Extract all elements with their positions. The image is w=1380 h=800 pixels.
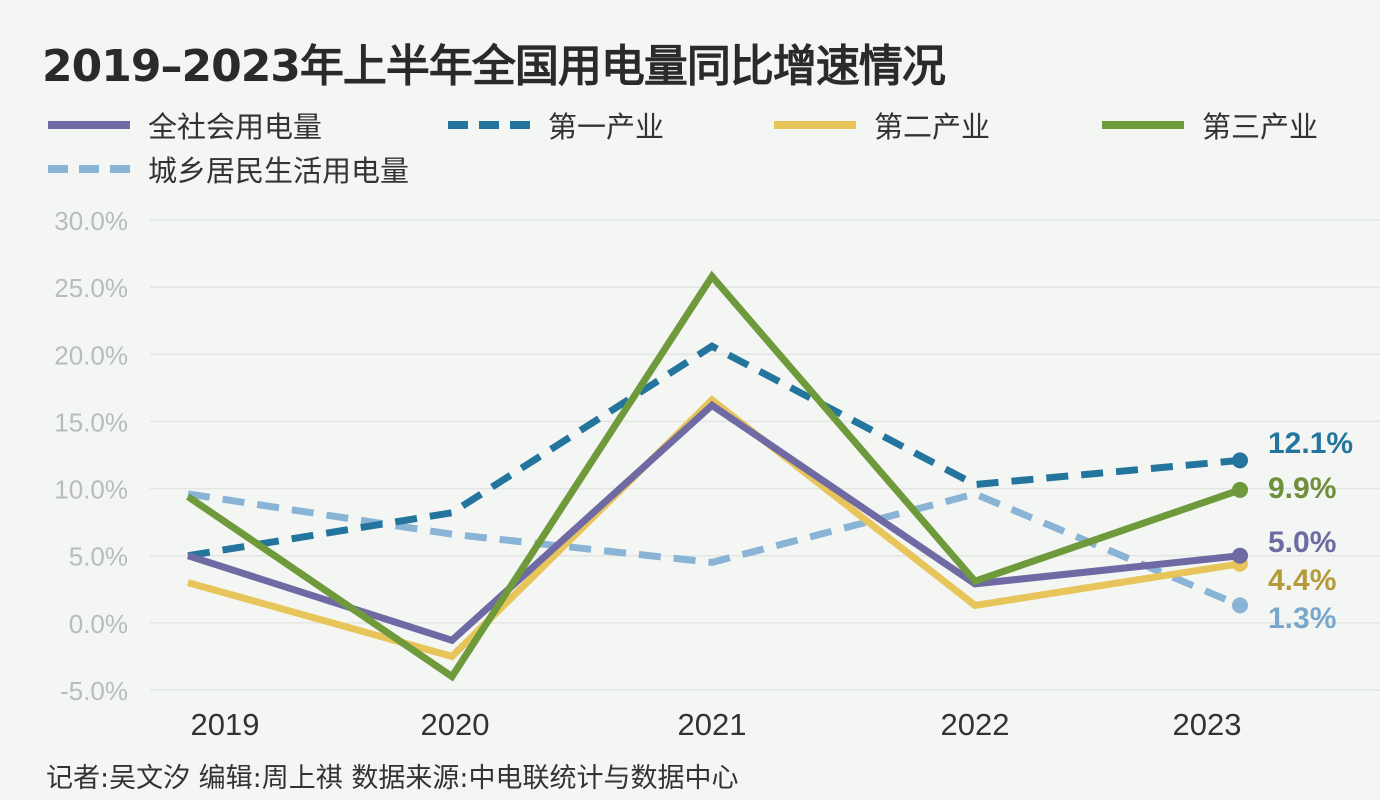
data-label: 4.4% [1268,564,1336,597]
legend-label: 城乡居民生活用电量 [148,154,410,188]
y-tick-label: 10.0% [54,475,128,505]
series-line-2 [187,395,1241,661]
legend-item-tertiary: 第三产业 [1102,104,1318,146]
series-line-1 [187,342,1241,560]
y-tick-label: 25.0% [54,273,128,303]
legend-swatch [48,121,130,129]
legend-item-primary: 第一产业 [448,104,664,146]
series-line-4 [187,490,1242,609]
data-point [1232,481,1248,498]
y-tick-label: 15.0% [54,407,128,437]
legend-swatch [48,165,130,173]
series-line-3 [186,270,1242,682]
legend-item-residential: 城乡居民生活用电量 [48,148,409,190]
legend-item-secondary: 第二产业 [774,104,990,146]
legend-label: 第一产业 [548,110,665,144]
series-line-0 [186,400,1241,645]
legend-label: 第三产业 [1202,110,1319,144]
footer-credits: 记者:吴文汐 编辑:周上祺 数据来源:中电联统计与数据中心 [46,763,739,794]
x-tick-label: 2021 [678,707,747,742]
legend-label: 全社会用电量 [148,110,323,144]
legend-swatch [448,121,530,129]
data-point [1232,597,1248,614]
x-tick-label: 2020 [421,707,490,742]
legend-label: 第二产业 [874,110,991,144]
y-tick-label: -5.0% [60,676,128,706]
legend-item-total: 全社会用电量 [48,104,322,146]
data-point [1232,547,1248,564]
y-tick-label: 0.0% [69,609,128,639]
data-label: 1.3% [1268,602,1336,635]
data-label: 12.1% [1268,427,1353,460]
x-tick-label: 2019 [191,707,260,742]
data-point [1232,452,1248,469]
chart-title: 2019–2023年上半年全国用电量同比增速情况 [42,41,946,92]
x-tick-label: 2023 [1173,707,1242,742]
y-tick-label: 30.0% [54,206,128,236]
legend-swatch [774,121,856,129]
x-tick-label: 2022 [941,707,1010,742]
data-label: 9.9% [1268,472,1336,505]
legend-swatch [1102,121,1184,129]
y-tick-label: 5.0% [69,542,128,572]
data-label: 5.0% [1268,526,1336,559]
y-tick-label: 20.0% [54,340,128,370]
